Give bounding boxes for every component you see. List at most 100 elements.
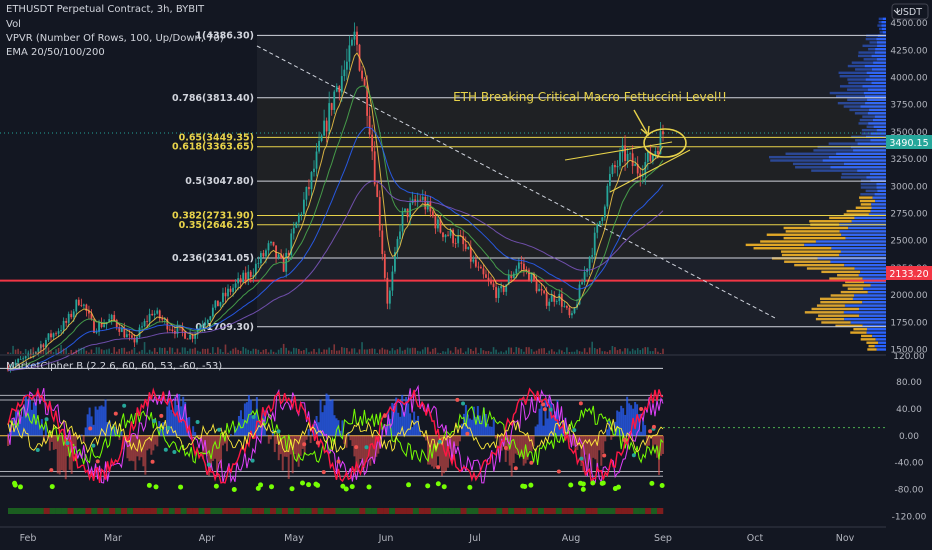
indicator-legend[interactable]: MarketCipher B (2.2.6, 60, 60, 53, -60, … [6, 361, 223, 372]
candle-body [100, 322, 103, 328]
candle-body [414, 199, 417, 203]
volume-bar [444, 351, 447, 354]
oscillator-dot [354, 445, 359, 450]
oscillator-bar-cell [127, 508, 134, 514]
vp-bar-part [851, 61, 874, 64]
wedge-upper-line[interactable] [564, 141, 673, 161]
symbol-legend[interactable]: ETHUSDT Perpetual Contract, 3h, BYBIT [6, 4, 205, 15]
oscillator-wave-bar [466, 414, 469, 436]
oscillator-wave-bar [602, 435, 605, 454]
oscillator-wave-bar [361, 435, 364, 471]
oscillator-bar-cell [609, 508, 616, 514]
volume-bar [636, 348, 639, 354]
candle-body [657, 150, 659, 154]
candle-body [523, 263, 525, 270]
volume-bar [196, 350, 199, 354]
volume-bar [368, 348, 371, 354]
candle-body [249, 271, 252, 277]
candle-body [563, 305, 566, 307]
volume-bar [333, 344, 336, 354]
oscillator-wave-bar [395, 397, 398, 436]
oscillator-green-line [7, 405, 664, 465]
fib-zone [257, 181, 886, 216]
volume-bar [432, 348, 434, 354]
currency-selector[interactable]: USDT [891, 3, 929, 20]
volume-bar [475, 347, 477, 354]
oscillator-wave-bar [194, 432, 197, 436]
oscillator-wave-bar [638, 414, 641, 436]
oscillator-wave-bar [166, 406, 169, 436]
price-tick-label: 1750.00 [890, 318, 927, 328]
candle-body [128, 334, 131, 336]
oscillator-wave-bar [245, 402, 248, 436]
oscillator-wave-bar [218, 435, 221, 462]
candle-body [386, 277, 389, 304]
candle-body [95, 331, 98, 333]
annotation-circle[interactable] [643, 128, 687, 158]
volume-bar [232, 348, 234, 354]
vpvr-legend[interactable]: VPVR (Number Of Rows, 100, Up/Down, 70) [6, 33, 224, 44]
oscillator-wave-bar [564, 417, 567, 436]
vp-bar-part [847, 287, 864, 290]
oscillator-dot [113, 411, 118, 416]
oscillator-wave-bar [411, 427, 414, 436]
candle-body [482, 268, 485, 275]
oscillator-bar-cell [567, 508, 574, 514]
oscillator-wave-bar [598, 435, 601, 451]
vp-bar-part [881, 24, 886, 27]
oscillator-dot [315, 482, 321, 488]
oscillator-wave-bar [229, 434, 232, 436]
candle-body [29, 353, 32, 355]
oscillator-wave-bar [150, 435, 153, 455]
oscillator-dot [622, 437, 627, 442]
candle-body [378, 196, 381, 231]
volume-bar [237, 349, 239, 354]
vp-bar-part [868, 344, 875, 348]
vp-bar-part [881, 27, 886, 31]
oscillator-wave-bar [52, 435, 55, 450]
fib-levels: 1(4386.30) 0.786(3813.40) 0.65(3449.35)0.6… [0, 30, 886, 333]
oscillator-wave-bar [56, 435, 59, 474]
oscillator-wave-bar [462, 413, 465, 436]
oscillator-dot [382, 413, 387, 418]
vp-bar-part [858, 122, 869, 125]
volume-bar [647, 347, 649, 354]
ema-lines [7, 52, 664, 371]
vp-bar-part [859, 199, 876, 203]
candle-body [211, 307, 214, 317]
oscillator-wave-bar [646, 435, 649, 449]
candle-body [611, 164, 614, 175]
volume-legend[interactable]: Vol [6, 19, 21, 30]
oscillator-bar-cell [174, 508, 181, 514]
candle-body [222, 292, 224, 303]
oscillator-dot [659, 482, 665, 488]
vp-bar-part [860, 193, 875, 196]
vp-bar-part [766, 233, 842, 236]
oscillator-axis[interactable]: 80.00 40.00 0.00 -40.00 -80.00 -120.00 [892, 378, 927, 523]
candle-body [598, 220, 601, 225]
vp-bar-part [837, 274, 859, 277]
oscillator-wave-bar [572, 435, 575, 446]
oscillator-bar-cell [162, 508, 170, 514]
oscillator-wave-bar [648, 435, 651, 446]
ema-legend[interactable]: EMA 20/50/100/200 [6, 47, 105, 58]
candle-body [308, 186, 310, 190]
volume-bar [47, 347, 50, 354]
candle-body [295, 222, 298, 228]
vp-bar-part [862, 301, 886, 304]
volume-bar [108, 348, 110, 354]
vp-bar-part [869, 172, 886, 176]
oscillator-bar-cell [395, 508, 402, 514]
annotation-arrow[interactable] [633, 109, 648, 134]
price-tick-label: 2500.00 [890, 237, 927, 247]
fib-label: 0(1709.30) [195, 322, 254, 333]
volume-scale-label: 120.00 [893, 352, 925, 362]
volume-bar [447, 348, 449, 354]
time-axis[interactable]: Feb Mar Apr May Jun Jul Aug Sep Oct Nov [20, 533, 855, 544]
oscillator-bar-cell [389, 508, 396, 514]
wedge-lower-line[interactable] [609, 149, 691, 193]
vp-bar-part [813, 149, 854, 152]
volume-bar [176, 348, 179, 354]
oscillator-dot [366, 484, 372, 490]
